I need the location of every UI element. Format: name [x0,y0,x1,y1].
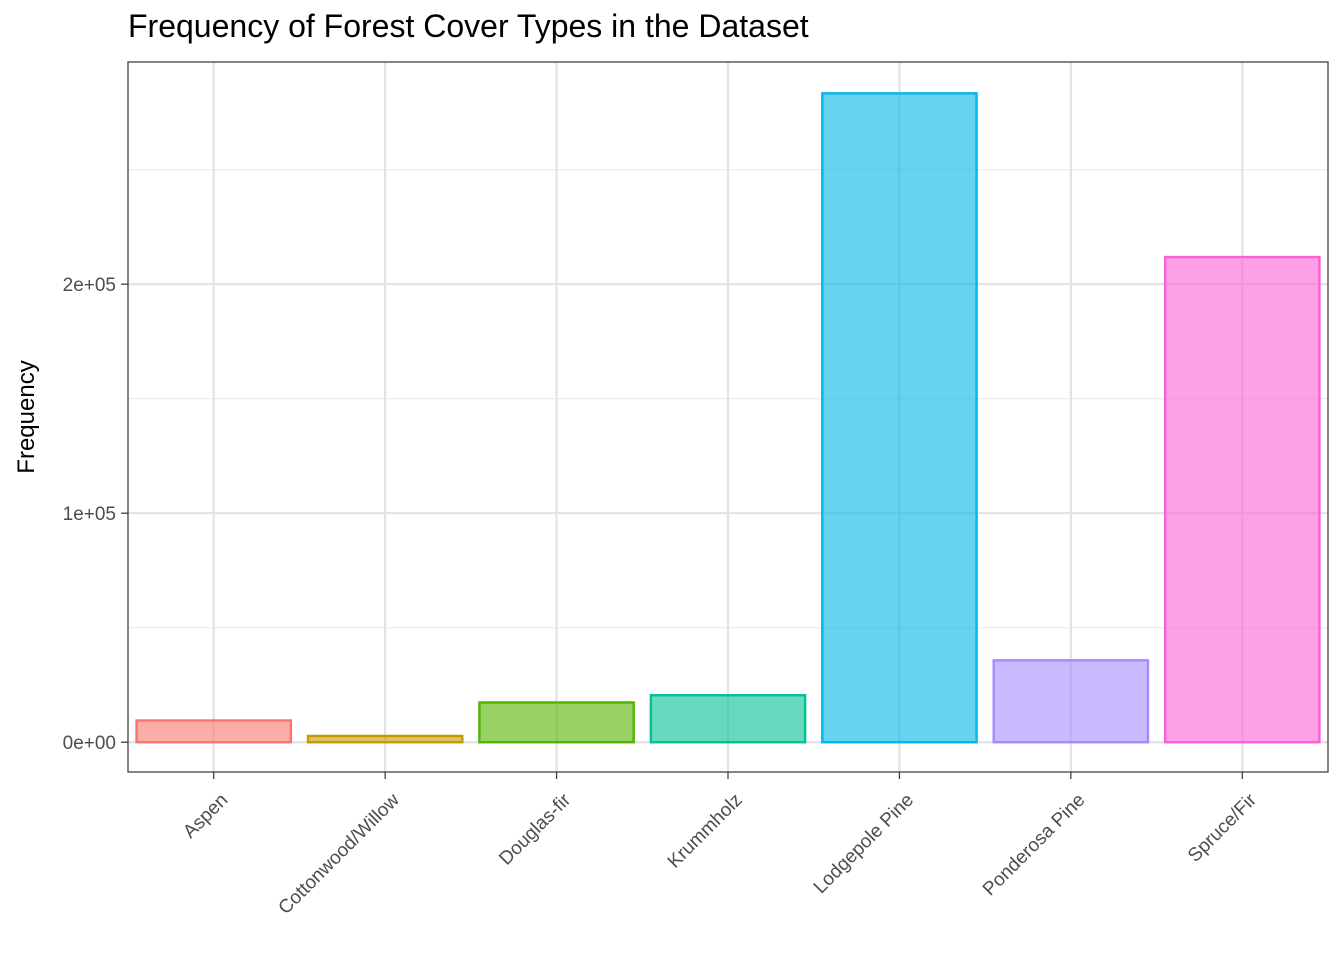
y-axis-ticks: 0e+00 1e+05 2e+05 [63,275,128,754]
x-tick-label: Spruce/Fir [1184,789,1261,866]
bar-spruce-fir[interactable] [1165,257,1319,742]
y-axis-title: Frequency [13,360,40,473]
x-tick-label: Cottonwood/Willow [275,790,404,919]
bar-krummholz[interactable] [651,695,805,742]
x-tick-label: Douglas-fir [495,789,575,869]
bar-douglas-fir[interactable] [479,702,633,742]
x-tick-label: Ponderosa Pine [979,790,1089,900]
y-tick-label: 1e+05 [63,504,116,525]
x-tick-label: Aspen [179,790,232,843]
y-tick-label: 2e+05 [63,275,116,296]
x-axis-ticks: Aspen Cottonwood/Willow Douglas-fir Krummho… [179,772,1261,919]
bar-cottonwood-willow[interactable] [308,736,462,742]
bar-lodgepole-pine[interactable] [822,93,976,742]
bar-ponderosa-pine[interactable] [994,660,1148,742]
x-tick-label: Krummholz [664,790,747,873]
x-tick-label: Lodgepole Pine [810,790,918,898]
y-tick-label: 0e+00 [63,733,116,754]
bar-aspen[interactable] [137,720,291,742]
